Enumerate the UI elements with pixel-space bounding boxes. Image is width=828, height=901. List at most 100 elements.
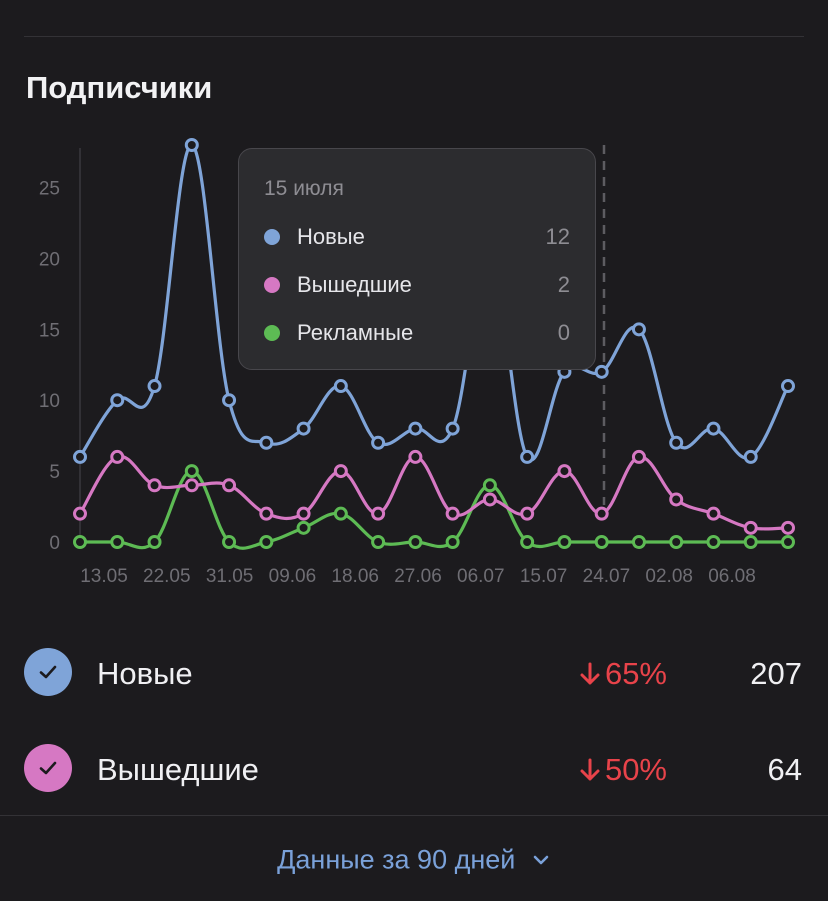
- data-point: [594, 535, 609, 549]
- data-point: [743, 520, 758, 535]
- bottom-divider: [0, 815, 828, 816]
- x-tick-label: 09.06: [269, 566, 317, 587]
- arrow-down-icon: [580, 758, 600, 781]
- data-point: [520, 506, 535, 521]
- data-point: [184, 138, 199, 152]
- tooltip-label: Вышедшие: [297, 272, 412, 297]
- left-dot-icon: [264, 277, 280, 293]
- y-tick-label: 15: [39, 320, 60, 341]
- data-point: [147, 478, 162, 493]
- data-point: [73, 449, 87, 464]
- ads-dot-icon: [264, 325, 280, 341]
- change-value: 65%: [604, 656, 667, 691]
- data-point: [147, 379, 162, 394]
- data-point: [222, 535, 237, 549]
- data-point: [259, 506, 274, 521]
- legend-item-left[interactable]: Вышедшие 50% 64: [24, 744, 802, 794]
- x-tick-label: 27.06: [394, 566, 442, 587]
- new-dot-icon: [264, 229, 280, 245]
- data-point: [557, 464, 572, 479]
- data-point: [669, 435, 684, 450]
- tooltip-date: 15 июля: [264, 177, 344, 200]
- data-point: [669, 535, 684, 549]
- data-point: [706, 421, 721, 436]
- tooltip-row-new: Новые 12: [264, 222, 570, 252]
- x-tick-label: 06.07: [457, 566, 505, 587]
- data-point: [743, 535, 758, 549]
- checkmark-icon[interactable]: [24, 648, 72, 696]
- data-point: [408, 535, 423, 549]
- top-divider: [24, 36, 804, 37]
- x-tick-label: 24.07: [583, 566, 631, 587]
- data-point: [631, 535, 646, 549]
- data-point: [631, 322, 646, 337]
- total-value: 207: [750, 656, 802, 691]
- data-point: [333, 379, 348, 394]
- data-point: [371, 506, 386, 521]
- data-point: [482, 478, 497, 493]
- legend-item-new[interactable]: Новые 65% 207: [24, 648, 802, 698]
- data-point: [781, 535, 795, 549]
- x-tick-label: 22.05: [143, 566, 191, 587]
- tooltip-row-left: Вышедшие 2: [264, 270, 570, 300]
- data-point: [333, 464, 348, 479]
- data-point: [296, 506, 311, 521]
- y-tick-label: 5: [49, 462, 60, 483]
- chart-tooltip: 15 июля Новые 12 Вышедшие 2 Рекламные 0: [238, 148, 596, 370]
- data-point: [222, 393, 237, 408]
- x-tick-label: 18.06: [331, 566, 379, 587]
- data-point: [110, 393, 125, 408]
- data-point: [259, 435, 274, 450]
- section-title: Подписчики: [26, 70, 213, 105]
- y-tick-label: 0: [49, 533, 60, 554]
- data-point: [184, 478, 199, 493]
- x-tick-label: 31.05: [206, 566, 254, 587]
- data-point: [110, 449, 125, 464]
- checkmark-icon[interactable]: [24, 744, 72, 792]
- y-tick-label: 10: [39, 391, 60, 412]
- data-point: [594, 506, 609, 521]
- period-selector-link[interactable]: Данные за 90 дней: [0, 843, 828, 875]
- data-point: [296, 421, 311, 436]
- legend-label: Вышедшие: [97, 752, 259, 787]
- tooltip-label: Рекламные: [297, 320, 414, 345]
- data-point: [147, 535, 162, 549]
- period-label: Данные за 90 дней: [277, 844, 516, 875]
- data-point: [445, 506, 460, 521]
- data-point: [445, 421, 460, 436]
- tooltip-value: 0: [557, 320, 570, 345]
- tooltip-value: 12: [545, 224, 570, 249]
- data-point: [259, 535, 274, 549]
- data-point: [520, 535, 535, 549]
- data-point: [706, 506, 721, 521]
- data-point: [445, 535, 460, 549]
- data-point: [706, 535, 721, 549]
- data-point: [371, 435, 386, 450]
- data-point: [296, 520, 311, 535]
- data-point: [73, 506, 87, 521]
- change-indicator: 50%: [579, 752, 667, 788]
- total-value: 64: [767, 752, 802, 787]
- data-point: [594, 364, 609, 379]
- tooltip-value: 2: [557, 272, 570, 297]
- x-tick-label: 13.05: [80, 566, 128, 587]
- change-indicator: 65%: [579, 656, 667, 692]
- change-value: 50%: [604, 752, 667, 787]
- y-tick-label: 25: [39, 179, 60, 200]
- data-point: [371, 535, 386, 549]
- y-tick-label: 20: [39, 249, 60, 270]
- data-point: [73, 535, 87, 549]
- data-point: [781, 379, 795, 394]
- data-point: [408, 421, 423, 436]
- data-point: [557, 535, 572, 549]
- data-point: [110, 535, 125, 549]
- data-point: [184, 464, 199, 479]
- tooltip-row-ads: Рекламные 0: [264, 318, 570, 348]
- x-tick-label: 06.08: [708, 566, 756, 587]
- data-point: [408, 449, 423, 464]
- arrow-down-icon: [580, 662, 600, 685]
- tooltip-label: Новые: [297, 224, 365, 249]
- data-point: [781, 520, 795, 535]
- data-point: [482, 492, 497, 507]
